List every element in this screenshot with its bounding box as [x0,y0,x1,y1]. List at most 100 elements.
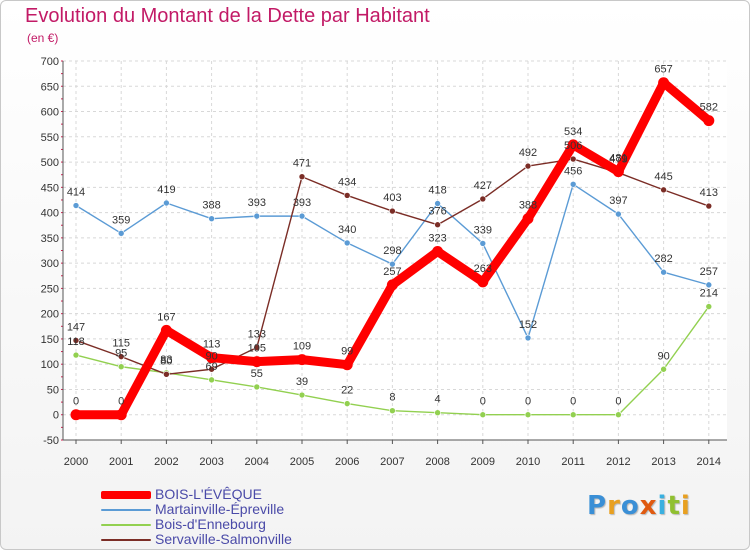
data-point-servaville-salmonville [163,371,170,378]
y-tick-label: 350 [41,233,59,245]
logo-letter: i [657,491,668,521]
y-tick-label: 200 [41,309,59,321]
data-point-bois-l-v-que [567,139,579,151]
data-point-bois-l-v-que [703,115,715,127]
data-point-martainville-preville [208,215,215,222]
data-point-martainville-preville [389,260,396,268]
data-label-martainville-preville: 282 [654,253,672,265]
data-label-bois-d-ennebourg: 214 [700,288,718,300]
data-label-bois-d-ennebourg: 55 [251,368,263,380]
data-label-bois-d-ennebourg: 90 [657,350,669,362]
data-point-martainville-preville [117,230,125,237]
y-tick-label: 300 [41,258,59,270]
data-point-servaville-salmonville [479,195,487,203]
data-point-martainville-preville [524,334,532,342]
data-label-bois-l-v-que: 105 [248,343,266,355]
data-point-servaville-salmonville [72,337,80,344]
x-tick-label: 2010 [516,456,540,468]
data-point-martainville-preville [569,181,577,188]
data-point-martainville-preville [253,212,261,220]
data-point-martainville-preville [72,202,80,209]
data-label-bois-l-v-que: 257 [383,266,401,278]
logo-letter: t [667,491,681,521]
data-label-martainville-preville: 397 [609,195,627,207]
plot-area [63,61,727,440]
data-label-servaville-salmonville: 413 [700,187,718,199]
data-point-bois-l-v-que [160,324,172,336]
y-tick-label: 600 [41,107,59,119]
y-tick-label: 400 [41,208,59,220]
legend-swatch [101,539,151,541]
data-label-martainville-preville: 359 [112,214,130,226]
x-tick-label: 2014 [697,456,721,468]
data-label-servaville-salmonville: 376 [428,206,446,218]
data-point-bois-d-ennebourg [434,409,441,417]
logo-letter: o [620,491,640,521]
y-tick-label: 650 [41,81,59,93]
chart-subtitle: (en €) [27,31,59,45]
data-label-martainville-preville: 257 [700,266,718,278]
data-label-bois-d-ennebourg: 39 [296,376,308,388]
legend-label: Martainville-Épreville [155,501,285,517]
data-point-bois-d-ennebourg [705,303,713,310]
y-tick-label: -50 [43,435,59,447]
data-label-martainville-preville: 388 [202,200,220,212]
data-label-martainville-preville: 393 [248,197,266,209]
x-tick-label: 2011 [561,456,585,468]
data-point-bois-l-v-que [206,352,218,364]
data-label-bois-l-v-que: 99 [341,346,353,358]
data-point-bois-d-ennebourg [524,411,532,419]
data-point-martainville-preville [660,268,667,276]
data-label-bois-d-ennebourg: 83 [160,354,172,366]
x-tick-label: 2006 [335,456,359,468]
data-label-bois-l-v-que: 109 [293,341,311,353]
data-point-bois-d-ennebourg [253,383,261,391]
data-label-servaville-salmonville: 90 [205,350,217,362]
y-tick-label: 100 [41,359,59,371]
y-tick-label: 0 [53,410,59,422]
data-point-bois-d-ennebourg [298,391,306,399]
legend-swatch [101,524,151,526]
data-point-bois-d-ennebourg [72,351,80,359]
data-label-servaville-salmonville: 434 [338,176,356,188]
data-point-servaville-salmonville [253,344,261,351]
data-label-martainville-preville: 339 [474,224,492,236]
data-point-martainville-preville [343,239,351,247]
data-point-bois-d-ennebourg [389,407,396,414]
data-point-bois-l-v-que [658,77,670,89]
data-label-servaville-salmonville: 403 [383,192,401,204]
data-label-martainville-preville: 414 [67,187,85,199]
data-point-servaville-salmonville [705,202,713,210]
data-label-martainville-preville: 393 [293,197,311,209]
data-label-bois-d-ennebourg: 0 [525,396,531,408]
data-point-servaville-salmonville [208,365,215,373]
y-tick-label: 150 [41,334,59,346]
chart-title: Evolution du Montant de la Dette par Hab… [25,5,430,27]
legend-label: Bois-d'Ennebourg [155,516,266,532]
data-point-martainville-preville [298,212,306,220]
legend-label: Servaville-Salmonville [155,531,292,547]
data-label-servaville-salmonville: 427 [474,180,492,192]
logo-letter: r [607,491,621,521]
data-point-bois-d-ennebourg [208,376,215,384]
data-label-bois-d-ennebourg: 4 [435,394,441,406]
x-tick-label: 2012 [606,456,630,468]
data-point-servaville-salmonville [389,207,396,215]
data-point-bois-l-v-que [115,409,127,421]
data-label-bois-d-ennebourg: 0 [480,396,486,408]
data-label-bois-d-ennebourg: 0 [615,396,621,408]
data-point-bois-l-v-que [477,276,489,288]
data-point-bois-d-ennebourg [117,363,125,371]
grid [63,60,727,441]
data-label-bois-d-ennebourg: 118 [67,336,85,348]
data-label-bois-l-v-que: 534 [564,126,582,138]
x-tick-label: 2005 [290,456,314,468]
data-point-bois-d-ennebourg [479,411,487,419]
data-point-servaville-salmonville [117,353,125,360]
data-point-servaville-salmonville [660,186,667,194]
data-point-servaville-salmonville [434,221,441,229]
data-label-servaville-salmonville: 479 [609,154,627,166]
y-tick-label: 450 [41,182,59,194]
data-label-servaville-salmonville: 471 [293,158,311,170]
